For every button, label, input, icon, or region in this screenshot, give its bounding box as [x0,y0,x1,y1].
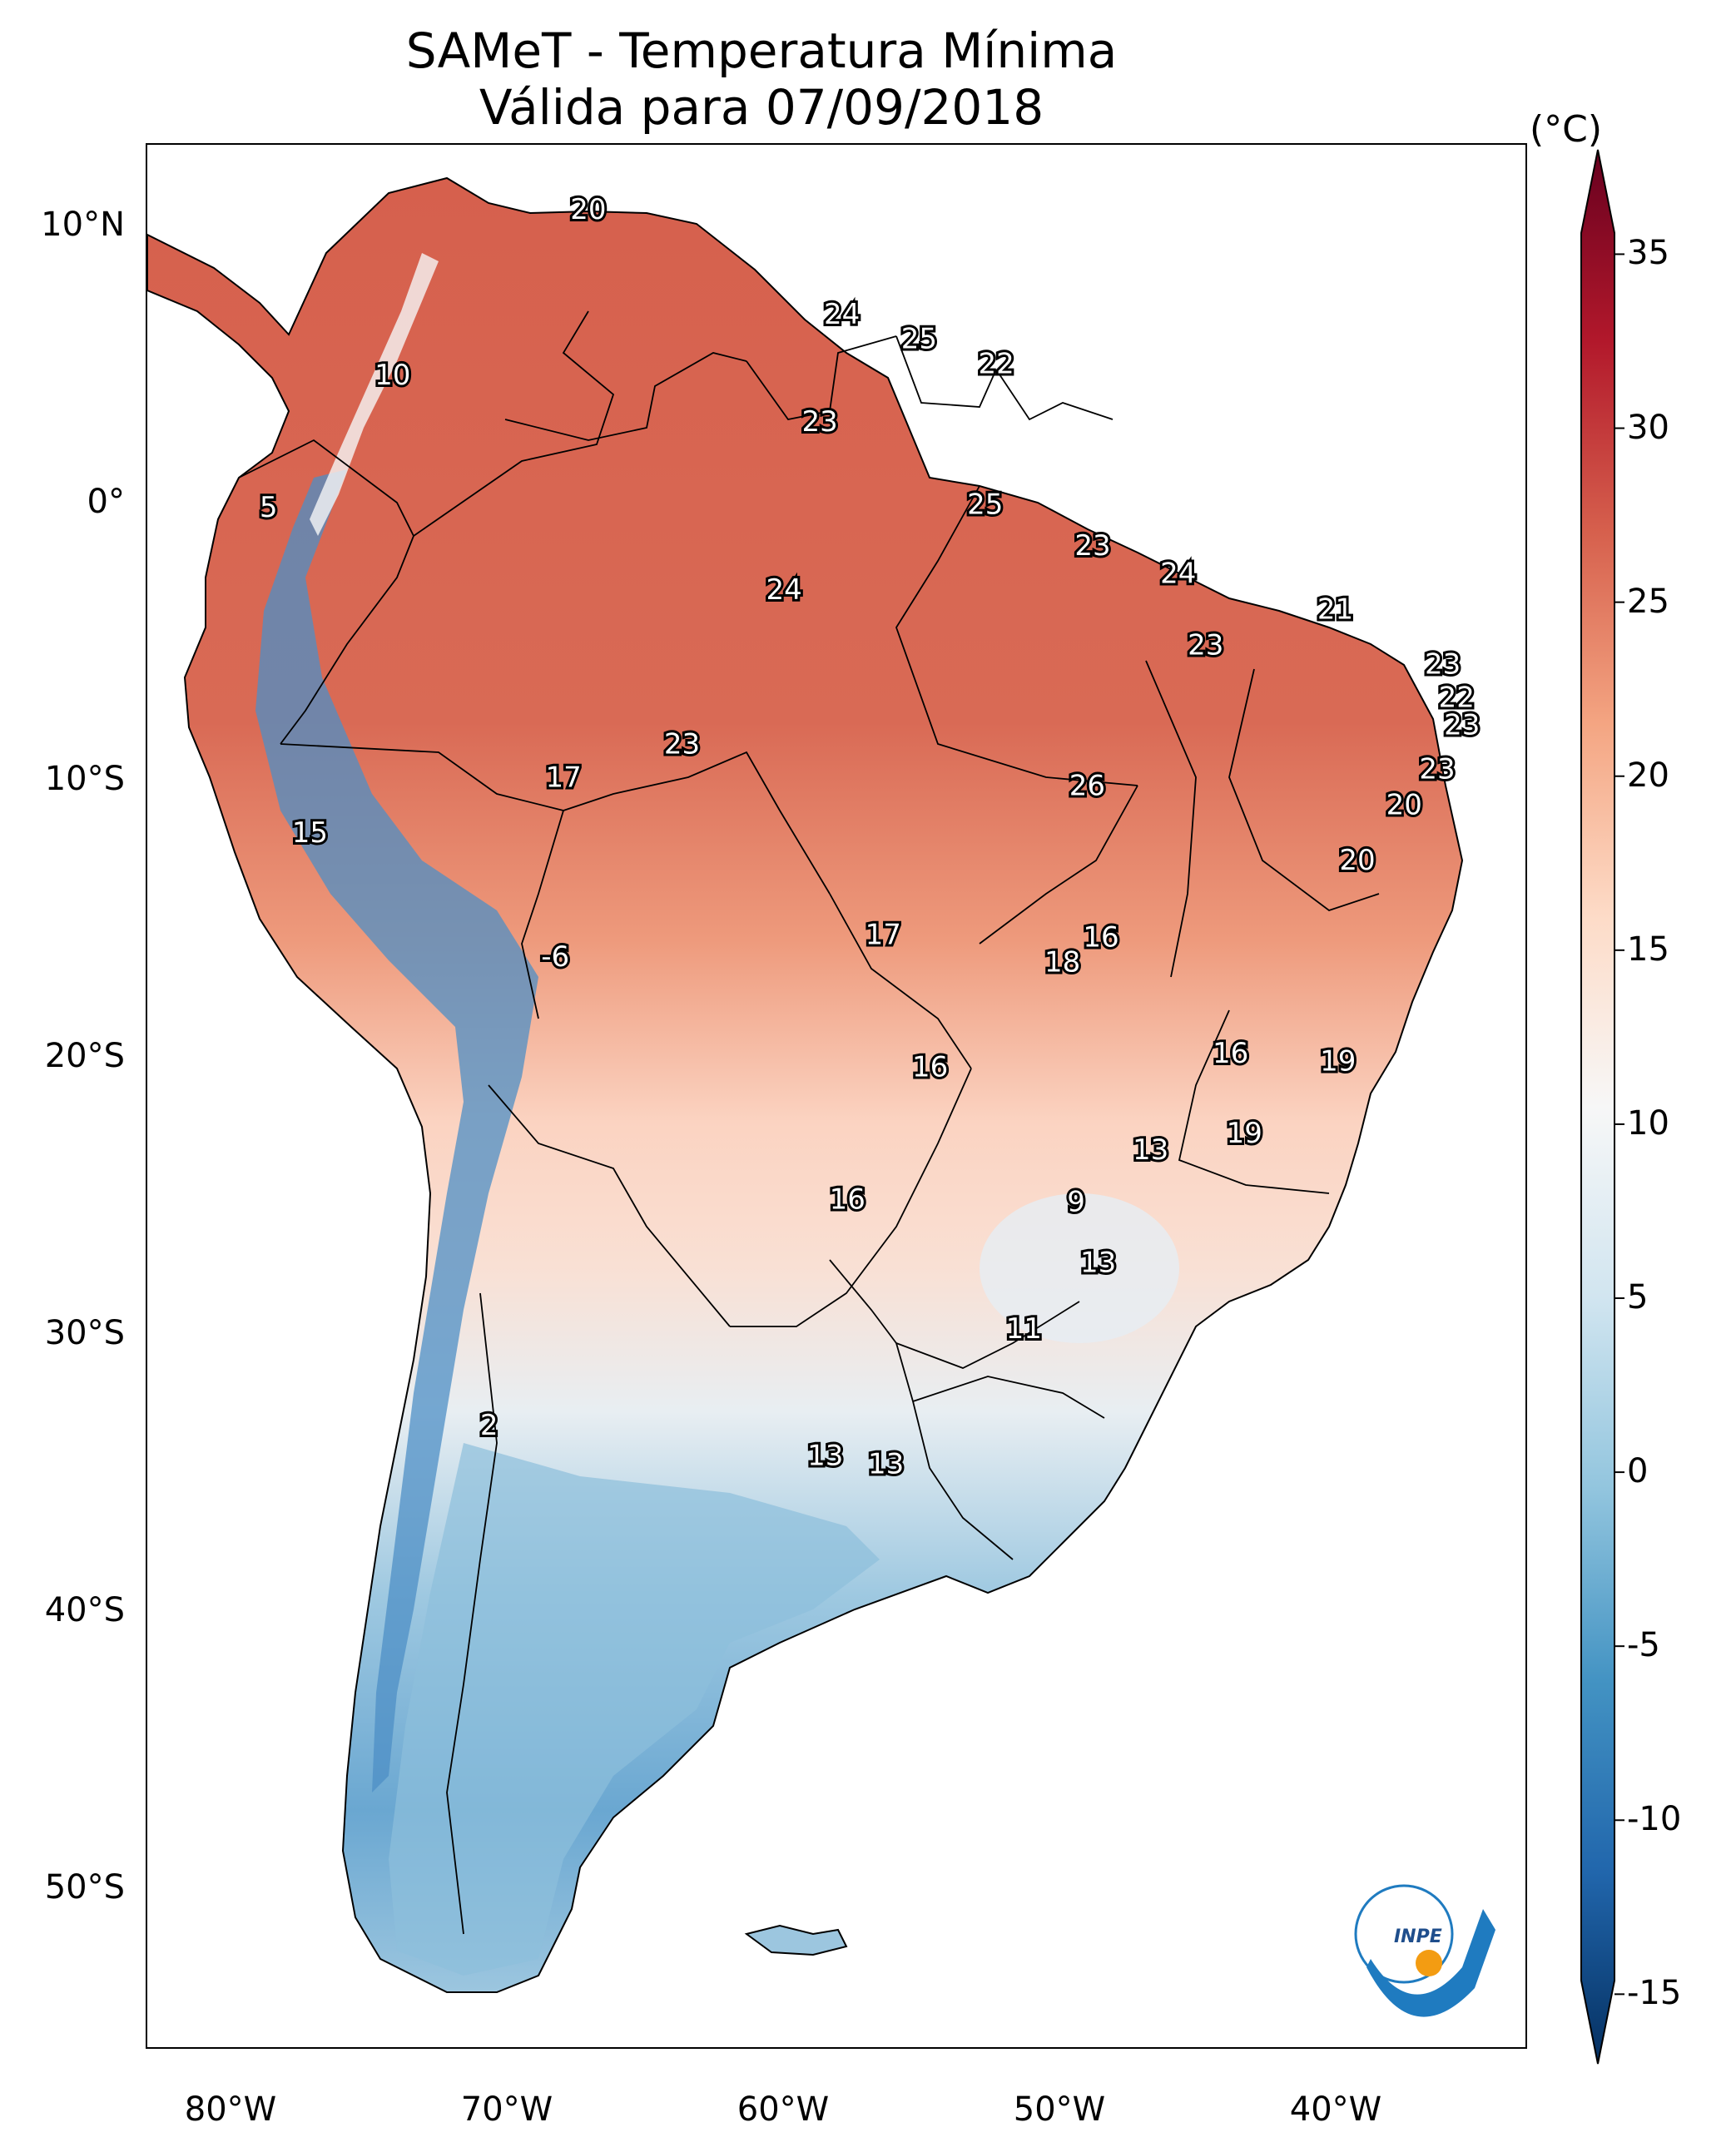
colorbar-tick-label: -5 [1627,1626,1660,1665]
temperature-label: 24 [824,298,860,331]
temperature-label: 21 [1317,593,1353,626]
temperature-label: 13 [868,1447,904,1480]
temperature-label: 10 [374,359,410,392]
temperature-label: 19 [1320,1045,1356,1078]
inpe-logo-ring [1354,1884,1454,1984]
temperature-label: 20 [570,193,606,226]
temperature-label: 9 [1067,1186,1085,1219]
temperature-label: 2 [480,1409,498,1442]
colorbar-tick-label: 5 [1627,1278,1649,1316]
country-borders [238,310,1380,1935]
temperature-label: 23 [1074,529,1110,563]
map-frame: 20 24 25 22 10 23 5 25 23 24 24 21 23 23 22 23 23 23 17 26 2… [146,143,1527,2049]
temperature-label: 24 [766,573,801,607]
colorbar-tick-label: -10 [1627,1800,1682,1839]
lat-label-10n: 10°N [41,206,125,244]
lat-label-0: 0° [87,483,125,521]
temperature-label: 16 [1213,1037,1248,1070]
temperature-label: 26 [1069,769,1105,802]
temperature-label: 13 [807,1440,843,1473]
south-brazil-cool-pocket [980,1193,1179,1343]
temperature-label: 16 [830,1183,866,1216]
temperature-label: 16 [1083,921,1118,955]
temperature-label: 5 [260,491,278,524]
falkland-islands [744,1924,848,1956]
lat-label-20s: 20°S [44,1037,125,1075]
colorbar-tick-label: 20 [1627,756,1669,795]
lon-label-60w: 60°W [737,2090,830,2129]
temperature-label: -6 [541,940,569,974]
temperature-label: 11 [1006,1312,1042,1346]
temperature-label: 16 [912,1050,948,1083]
temperature-label: 23 [1188,629,1223,662]
temperature-label: 23 [664,728,700,761]
lat-label-30s: 30°S [44,1314,125,1352]
colorbar-tick-label: 0 [1627,1452,1649,1491]
lat-label-10s: 10°S [44,760,125,798]
temperature-label: 23 [1425,648,1461,682]
temperature-label: 17 [866,918,901,951]
inpe-logo-text: INPE [1394,1926,1442,1947]
temperature-label: 22 [978,348,1014,381]
temperature-label: 24 [1160,557,1196,590]
colorbar-tick-label: 35 [1627,234,1669,273]
temperature-label: 20 [1386,789,1422,822]
lon-label-80w: 80°W [184,2090,277,2129]
temperature-label: 18 [1044,946,1080,979]
colorbar-tick-label: 25 [1627,582,1669,621]
inpe-logo-dot [1416,1950,1442,1976]
temperature-label: 22 [1439,681,1475,714]
andes-cold-band [255,469,538,1793]
lon-label-50w: 50°W [1013,2090,1106,2129]
colombian-andes-streak [310,253,439,536]
temperature-label: 20 [1339,844,1375,877]
temperature-label: 23 [1444,709,1480,742]
colorbar [1580,149,1624,2065]
colorbar-body [1580,149,1615,2065]
lat-label-50s: 50°S [44,1868,125,1907]
lon-label-40w: 40°W [1289,2090,1382,2129]
temperature-label: 25 [901,323,937,356]
colorbar-tick-label: -15 [1627,1974,1682,2013]
temperature-label: 17 [545,761,581,795]
colorbar-unit-label: (°C) [1530,108,1603,151]
temperature-label: 15 [292,816,328,850]
inpe-logo-swoosh [1366,1909,1495,2017]
lat-label-40s: 40°S [44,1591,125,1629]
chart-title-line2: Válida para 07/09/2018 [479,79,1044,136]
colorbar-tick-label: 15 [1627,930,1669,969]
temperature-label: 19 [1227,1117,1262,1150]
colorbar-tick-label: 10 [1627,1103,1669,1143]
temperature-label: 13 [1080,1247,1116,1280]
lon-label-70w: 70°W [460,2090,553,2129]
colorbar-ticks [1614,253,1624,1996]
inpe-logo: INPE [1354,1884,1495,2017]
temperature-label: 23 [1419,753,1455,786]
colorbar-tick-label: 30 [1627,408,1669,447]
temperature-label: 25 [967,488,1003,522]
temperature-label: 23 [801,405,837,439]
chart-title-line1: SAMeT - Temperatura Mínima [405,22,1118,79]
temperature-label: 13 [1133,1133,1168,1167]
patagonia-cool-region [389,1443,880,1976]
